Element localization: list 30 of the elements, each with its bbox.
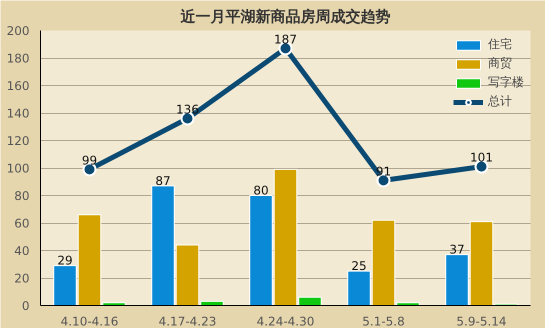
data-label: 99: [82, 153, 98, 168]
data-label: 37: [449, 242, 465, 257]
data-label: 25: [351, 259, 367, 274]
x-tick-label: 4.10-4.16: [60, 314, 118, 328]
data-label: 101: [470, 150, 493, 165]
y-tick-label: 120: [6, 134, 30, 148]
x-tick-label: 4.17-4.23: [158, 314, 216, 328]
y-tick-label: 200: [6, 24, 30, 38]
y-tick-label: 140: [6, 106, 30, 120]
y-tick-label: 0: [22, 299, 30, 313]
legend-label: 商贸: [488, 55, 512, 72]
chart-title: 近一月平湖新商品房周成交趋势: [180, 8, 390, 26]
y-tick-label: 40: [14, 244, 30, 258]
data-label: 187: [274, 32, 297, 46]
data-label: 136: [176, 102, 199, 116]
data-label: 87: [155, 174, 171, 188]
x-tick-label: 4.24-4.30: [256, 314, 314, 328]
y-tick-label: 180: [6, 52, 30, 66]
x-tick-label: 5.1-5.8: [362, 314, 405, 328]
x-tick-label: 5.9-5.14: [456, 314, 507, 328]
legend-label: 总计: [488, 93, 512, 110]
data-label: 29: [57, 254, 73, 268]
y-tick-label: 20: [14, 272, 30, 286]
legend-label: 写字楼: [488, 74, 524, 91]
y-tick-label: 160: [6, 79, 30, 93]
y-tick-label: 100: [6, 162, 30, 176]
legend-label: 住宅: [488, 36, 512, 53]
data-label: 80: [253, 184, 269, 198]
y-tick-label: 80: [14, 189, 30, 203]
y-tick-label: 60: [14, 216, 30, 230]
